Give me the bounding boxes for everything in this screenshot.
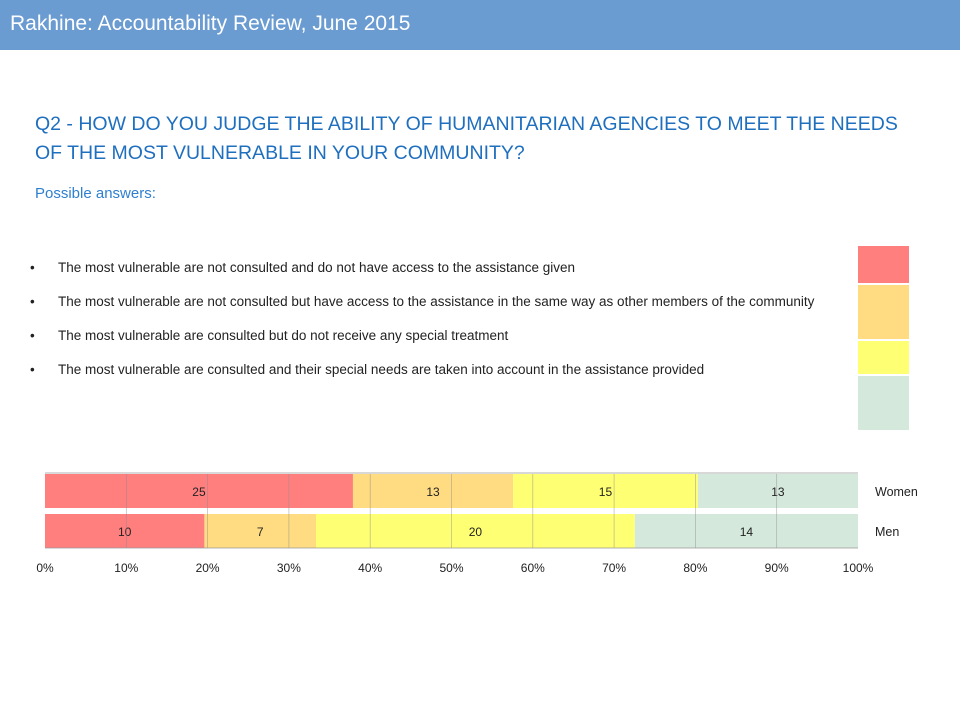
bar-segment <box>45 514 205 548</box>
x-tick-label: 50% <box>439 561 463 575</box>
bullet-icon: • <box>30 328 35 343</box>
legend-swatch-consulted-needs-met <box>857 375 910 431</box>
x-tick-label: 70% <box>602 561 626 575</box>
data-label: 25 <box>192 485 206 499</box>
answer-text: The most vulnerable are consulted and th… <box>58 362 705 377</box>
legend-swatch-not-consulted-no-access <box>857 245 910 284</box>
data-label: 14 <box>740 525 754 539</box>
bullet-icon: • <box>30 362 35 377</box>
answers-list: • The most vulnerable are not consulted … <box>30 258 816 394</box>
bar-segment <box>45 474 353 508</box>
bar-segment <box>697 474 858 508</box>
answer-item: • The most vulnerable are not consulted … <box>30 258 816 277</box>
x-tick-label: 40% <box>358 561 382 575</box>
data-label: 7 <box>257 525 264 539</box>
page-title: Rakhine: Accountability Review, June 201… <box>10 12 411 35</box>
answer-text: The most vulnerable are not consulted an… <box>58 260 576 275</box>
bar-segment <box>352 474 514 508</box>
bar-segment <box>513 474 698 508</box>
bar-segment <box>204 514 316 548</box>
answer-item: • The most vulnerable are consulted and … <box>30 360 816 379</box>
x-tick-label: 10% <box>114 561 138 575</box>
bar-segment <box>634 514 858 548</box>
x-tick-label: 100% <box>843 561 874 575</box>
data-label: 10 <box>118 525 132 539</box>
legend-swatch-not-consulted-access <box>857 284 910 340</box>
data-label: 13 <box>771 485 785 499</box>
x-tick-label: 20% <box>196 561 220 575</box>
answer-item: • The most vulnerable are not consulted … <box>30 292 816 311</box>
answer-item: • The most vulnerable are consulted but … <box>30 326 816 345</box>
data-label: 13 <box>426 485 440 499</box>
x-tick-label: 0% <box>36 561 54 575</box>
header-bar: Rakhine: Accountability Review, June 201… <box>0 0 960 50</box>
bullet-icon: • <box>30 260 35 275</box>
answer-text: The most vulnerable are consulted but do… <box>58 328 509 343</box>
question-heading: Q2 - HOW DO YOU JUDGE THE ABILITY OF HUM… <box>35 113 898 164</box>
category-label: Women <box>875 485 918 499</box>
possible-answers-label: Possible answers: <box>35 185 156 202</box>
answer-text: The most vulnerable are not consulted bu… <box>58 294 815 309</box>
category-label: Men <box>875 525 899 539</box>
bullet-icon: • <box>30 294 35 309</box>
data-label: 15 <box>599 485 613 499</box>
x-tick-label: 90% <box>765 561 789 575</box>
legend-swatch-consulted-no-treatment <box>857 340 910 375</box>
x-tick-label: 80% <box>683 561 707 575</box>
x-tick-label: 60% <box>521 561 545 575</box>
x-tick-label: 30% <box>277 561 301 575</box>
bar-segment <box>316 514 635 548</box>
data-label: 20 <box>469 525 483 539</box>
